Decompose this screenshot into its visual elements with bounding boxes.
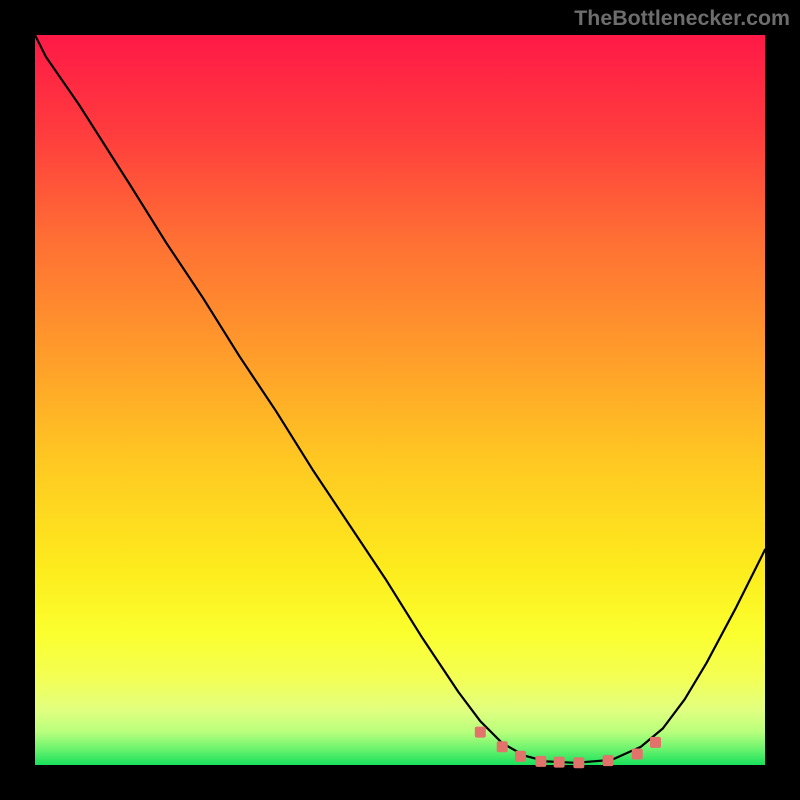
bottleneck-chart — [0, 0, 800, 800]
data-marker — [554, 757, 565, 768]
data-marker — [475, 727, 486, 738]
data-marker — [650, 737, 661, 748]
gradient-background — [35, 35, 765, 765]
data-marker — [515, 751, 526, 762]
chart-stage: TheBottlenecker.com — [0, 0, 800, 800]
data-marker — [573, 757, 584, 768]
data-marker — [535, 756, 546, 767]
data-marker — [497, 741, 508, 752]
data-marker — [632, 749, 643, 760]
data-marker — [603, 755, 614, 766]
